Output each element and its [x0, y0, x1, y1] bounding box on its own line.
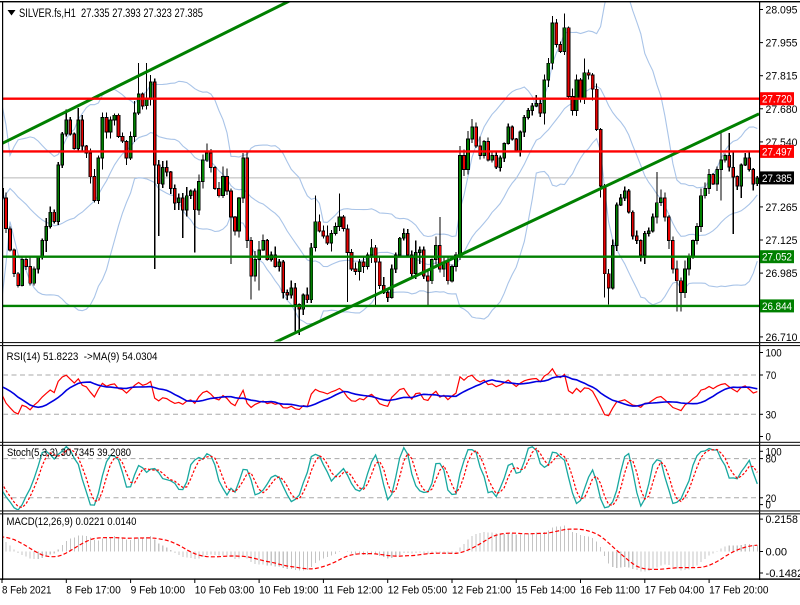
- svg-text:30: 30: [766, 409, 777, 421]
- svg-text:27.265: 27.265: [766, 202, 798, 214]
- svg-text:28.095: 28.095: [766, 5, 798, 17]
- svg-text:27.955: 27.955: [766, 38, 798, 50]
- svg-text:10 Feb 03:00: 10 Feb 03:00: [195, 585, 254, 597]
- svg-text:8 Feb 17:00: 8 Feb 17:00: [66, 585, 121, 597]
- svg-text:9 Feb 10:00: 9 Feb 10:00: [131, 585, 186, 597]
- svg-text:27.720: 27.720: [762, 94, 792, 106]
- svg-text:12 Feb 05:00: 12 Feb 05:00: [388, 585, 447, 597]
- svg-text:27.497: 27.497: [762, 146, 792, 158]
- svg-text:80: 80: [766, 454, 777, 466]
- svg-text:26.844: 26.844: [762, 301, 792, 313]
- svg-text:17 Feb 20:00: 17 Feb 20:00: [709, 585, 768, 597]
- svg-text:17 Feb 04:00: 17 Feb 04:00: [645, 585, 704, 597]
- svg-text:15 Feb 14:00: 15 Feb 14:00: [516, 585, 575, 597]
- svg-text:100: 100: [766, 348, 782, 360]
- svg-text:26.710: 26.710: [766, 332, 798, 344]
- svg-text:8 Feb 2021: 8 Feb 2021: [2, 585, 52, 597]
- svg-text:27.815: 27.815: [766, 71, 798, 83]
- svg-text:16 Feb 11:00: 16 Feb 11:00: [581, 585, 640, 597]
- svg-text:0: 0: [766, 432, 771, 444]
- svg-text:27.125: 27.125: [766, 235, 798, 247]
- svg-text:MACD(12,26,9) 0.0221 0.0140: MACD(12,26,9) 0.0221 0.0140: [7, 516, 137, 528]
- svg-text:70: 70: [766, 370, 777, 382]
- svg-text:27.052: 27.052: [762, 252, 792, 264]
- svg-text:0: 0: [766, 500, 771, 512]
- svg-text:RSI(14) 51.8223 ->MA(9) 54.03: RSI(14) 51.8223 ->MA(9) 54.0304: [7, 351, 158, 363]
- svg-text:12 Feb 21:00: 12 Feb 21:00: [452, 585, 511, 597]
- svg-text:-0.1482: -0.1482: [766, 568, 800, 580]
- svg-text:0.2158: 0.2158: [766, 514, 798, 526]
- svg-text:0.00: 0.00: [766, 547, 788, 559]
- svg-text:SILVER.fs,H1 27.335 27.393 27: SILVER.fs,H1 27.335 27.393 27.323 27.385: [19, 8, 203, 20]
- svg-text:Stoch(5,3,3) 30.7345 39.2080: Stoch(5,3,3) 30.7345 39.2080: [7, 447, 131, 459]
- svg-text:26.985: 26.985: [766, 268, 798, 280]
- svg-text:11 Feb 12:00: 11 Feb 12:00: [323, 585, 382, 597]
- svg-text:10 Feb 19:00: 10 Feb 19:00: [259, 585, 318, 597]
- svg-text:27.385: 27.385: [762, 173, 792, 185]
